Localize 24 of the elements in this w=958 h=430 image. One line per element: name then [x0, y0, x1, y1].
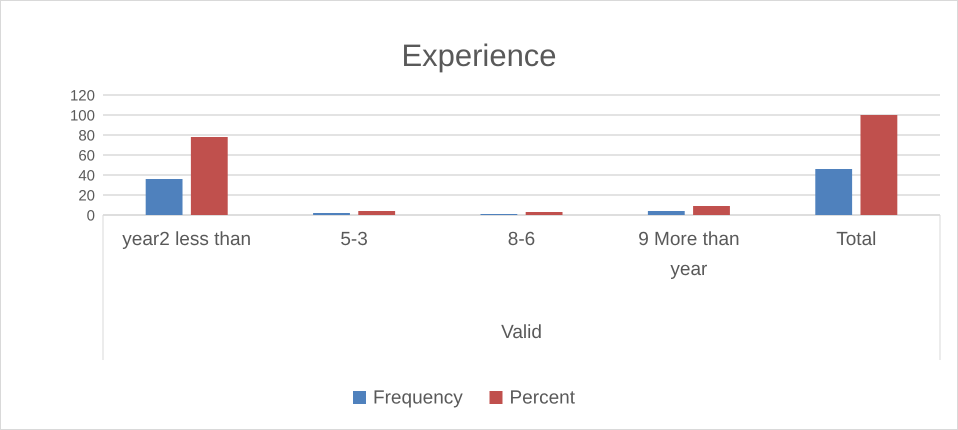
x-tick-label: year2 less than [122, 229, 252, 250]
x-tick-label: Total [836, 229, 876, 250]
x-tick-label: 8-6 [508, 229, 536, 250]
y-tick-label: 100 [70, 107, 95, 124]
y-tick-label: 60 [78, 147, 95, 164]
x-tick-label: 9 More than year [638, 229, 740, 280]
bar [693, 206, 730, 215]
bar [358, 211, 396, 215]
bar [860, 115, 898, 215]
bar [648, 211, 685, 215]
y-tick-label: 0 [86, 207, 95, 224]
x-axis-title: Valid [501, 322, 542, 343]
legend-label: Frequency [373, 388, 464, 409]
legend-label: Percent [510, 388, 576, 409]
y-tick-label: 40 [78, 167, 95, 184]
bar [190, 137, 228, 215]
y-tick-label: 20 [78, 187, 95, 204]
bar [526, 212, 563, 215]
x-tick-label: 5-3 [340, 229, 368, 250]
bar [146, 179, 183, 215]
y-tick-label: 80 [78, 127, 95, 144]
chart-title: Experience [401, 38, 557, 73]
y-tick-label: 120 [70, 87, 95, 104]
bar [815, 169, 852, 215]
